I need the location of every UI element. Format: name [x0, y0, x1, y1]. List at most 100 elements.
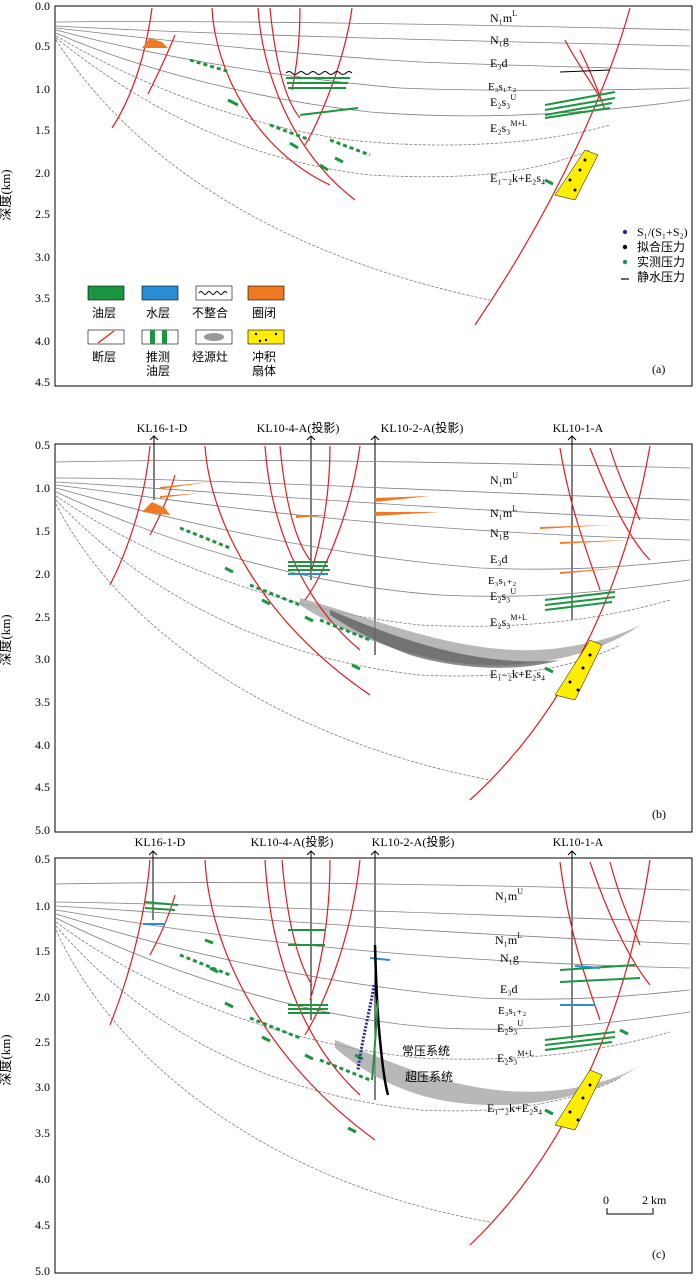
strata-label: E₂s₃U: [490, 587, 516, 603]
y-axis-label: 深度(km): [0, 614, 13, 665]
fan-dots: [568, 158, 587, 192]
tick-label: 5.0: [35, 823, 50, 837]
y-axis-label: 深度(km): [0, 169, 13, 220]
strata-label: E₂s₃U: [497, 1019, 523, 1035]
well-label: KL10-2-A(投影): [372, 834, 455, 849]
panel-c: 深度(km) 0.5 1.0 1.5 2.0 2.5 3.0 3.5 4.0 4…: [0, 834, 693, 1278]
measured-pressure-profile: [371, 999, 379, 1081]
unconformity-line: [285, 71, 353, 75]
s-ratio-profile: [356, 984, 376, 1071]
strata-label: E₁₋₂k+E₂s₄: [487, 1101, 542, 1115]
strata-label: E₂s₃U: [490, 93, 516, 109]
strata-label: E₂s₃M+L: [497, 1049, 534, 1065]
strata-label: E₁₋₂k+E₂s₄: [490, 171, 545, 185]
normal-pressure-system-label: 常压系统: [402, 1044, 450, 1058]
fault-symbol: [97, 330, 115, 344]
panel-b-traps: [142, 482, 630, 574]
oil-layer-swatch: [87, 285, 125, 301]
tick-label: 2.0: [35, 166, 50, 180]
strata-label: E₃s₁₊₂: [488, 81, 516, 93]
panel-c-pressure-systems: 常压系统 超压系统: [402, 1044, 453, 1084]
panel-c-frame: [54, 857, 693, 1274]
panel-a-faults: [111, 7, 631, 326]
tick-label: 2.0: [35, 990, 50, 1004]
legend-label: 断层: [92, 349, 116, 364]
panel-b-label: (b): [652, 807, 666, 821]
well-label: KL10-2-A(投影): [381, 420, 464, 435]
panel-c-horizons: [55, 882, 691, 1223]
source-kitchen-core: [330, 610, 560, 668]
well-track: [306, 435, 316, 580]
panel-b-horizons: [55, 459, 691, 781]
unconformity-symbol: [198, 291, 228, 295]
legend-label: 冲积: [252, 349, 276, 364]
panel-c-well-labels: KL16-1-D KL10-4-A(投影) KL10-2-A(投影) KL10-…: [135, 834, 604, 849]
panel-a-depth-ticks: 0.0 0.5 1.0 1.5 2.0 2.5 3.0 3.5 4.0 4.5: [35, 0, 50, 389]
tick-label: 3.5: [35, 695, 50, 709]
panel-c-water-layers: [143, 923, 601, 1006]
tick-label: 4.0: [35, 1172, 50, 1186]
strata-label: N₁mL: [495, 931, 522, 947]
alluvial-fan-swatch: [247, 329, 285, 345]
panel-b-well-labels: KL16-1-D KL10-4-A(投影) KL10-2-A(投影) KL10-…: [137, 420, 604, 435]
legend-label: 水层: [146, 306, 170, 320]
panel-c-depth-ticks: 0.5 1.0 1.5 2.0 2.5 3.0 3.5 4.0 4.5 5.0: [35, 852, 50, 1278]
panel-b-frame: [54, 443, 693, 833]
strata-label: N₁mU: [495, 887, 523, 903]
fan-dots: [568, 653, 592, 692]
strata-label: N₁mU: [490, 471, 518, 487]
panel-c-strata-labels: N₁mU N₁mL N₁g E₃d E₃s₁₊₂ E₂s₃U E₂s₃M+L E…: [487, 887, 542, 1115]
tick-label: 1.5: [35, 123, 50, 137]
tick-label: 2.5: [35, 610, 50, 624]
strata-label: E₃s₁₊₂: [488, 575, 516, 587]
strata-label: N₁mL: [490, 504, 517, 520]
trap-swatch: [247, 285, 285, 301]
tick-label: 2.0: [35, 567, 50, 581]
legend-label: 不整合: [192, 305, 228, 320]
tick-label: 0.5: [35, 438, 50, 452]
panel-a: 深度(km) 0.0 0.5 1.0 1.5 2.0 2.5 3.0 3.5 4…: [0, 0, 693, 389]
tick-label: 5.0: [35, 1264, 50, 1278]
strata-label: E₃d: [490, 552, 508, 566]
well-label: KL16-1-D: [137, 421, 188, 435]
tick-label: 1.0: [35, 481, 50, 495]
legend-label: 烃源灶: [192, 350, 228, 364]
source-kitchen-symbol: [204, 333, 224, 341]
panel-b-depth-ticks: 0.5 1.0 1.5 2.0 2.5 3.0 3.5 4.0 4.5 5.0: [35, 438, 50, 837]
panel-c-oil-layers: [144, 901, 641, 1051]
tick-label: 0.5: [35, 39, 50, 53]
fan-dots: [568, 1083, 592, 1122]
well-track: [567, 435, 577, 620]
inferred-oil-swatch: [141, 329, 179, 345]
tick-label: 1.0: [35, 82, 50, 96]
inferred-oil-bar: [162, 330, 167, 344]
well-track: [370, 435, 380, 655]
tick-label: 3.5: [35, 291, 50, 305]
legend-fit-pressure: 拟合压力: [637, 239, 685, 254]
inferred-oil-bar: [150, 330, 155, 344]
panel-b-faults: [109, 445, 651, 801]
water-layer-swatch: [141, 285, 179, 301]
panel-b-oil-layers: [288, 561, 616, 611]
fit-pressure-marker: [622, 244, 628, 250]
tick-label: 2.5: [35, 207, 50, 221]
scale-bar-end: 2 km: [642, 1193, 667, 1207]
panel-a-strata-labels: N₁mL N₁g E₃d E₃s₁₊₂ E₂s₃U E₂s₃M+L E₁₋₂k+…: [488, 9, 545, 185]
trap-body: [142, 38, 168, 48]
strata-label: N₁mL: [490, 9, 517, 25]
tick-label: 3.0: [35, 652, 50, 666]
strata-label: E₁₋₂k+E₂s₄: [490, 667, 545, 681]
panel-c-label: (c): [652, 1247, 665, 1261]
tick-label: 4.5: [35, 780, 50, 794]
y-axis-label: 深度(km): [0, 1034, 13, 1085]
fit-pressure-profile: [373, 944, 390, 1096]
scale-bar: 0 2 km: [603, 1193, 667, 1215]
panel-b-strata-labels: N₁mU N₁mL N₁g E₃d E₃s₁₊₂ E₂s₃U E₂s₃M+L E…: [488, 471, 545, 681]
tick-label: 1.5: [35, 524, 50, 538]
tick-label: 0.0: [35, 0, 50, 13]
panel-a-horizons: [55, 21, 691, 301]
panel-a-frame: [54, 5, 693, 387]
strata-label: N₁g: [490, 33, 509, 47]
panel-b: 深度(km) 0.5 1.0 1.5 2.0 2.5 3.0 3.5 4.0 4…: [0, 420, 693, 837]
panel-a-inferred-oil: [189, 58, 554, 186]
